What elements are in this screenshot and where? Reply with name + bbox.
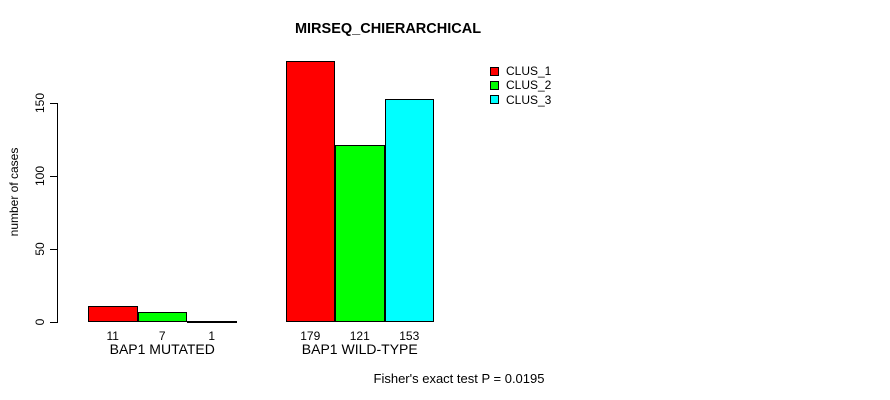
bar-value-label: 7: [158, 329, 166, 343]
bar-value-label: 121: [349, 329, 370, 343]
y-tick: [50, 176, 57, 177]
x-category-label: BAP1 WILD-TYPE: [301, 341, 418, 357]
y-axis-title: number of cases: [7, 147, 21, 237]
annotation-text: Fisher's exact test P = 0.0195: [373, 371, 545, 386]
x-category-label: BAP1 MUTATED: [109, 341, 215, 357]
legend-item-clus_2: CLUS_2: [490, 78, 551, 92]
bar-clus_1-1: [88, 305, 138, 322]
legend-label: CLUS_2: [506, 78, 552, 93]
legend: CLUS_1 CLUS_2 CLUS_3: [490, 64, 551, 107]
y-tick: [50, 322, 57, 323]
chart-title: MIRSEQ_CHIERARCHICAL: [294, 21, 482, 37]
y-tick: [50, 103, 57, 104]
bar-value-label: 179: [300, 329, 321, 343]
legend-swatch-icon: [490, 95, 499, 105]
bar-clus_3-1: [187, 320, 237, 323]
legend-item-clus_1: CLUS_1: [490, 64, 551, 78]
y-axis-line: [57, 103, 58, 323]
bar-value-label: 1: [208, 329, 216, 343]
legend-swatch-icon: [490, 66, 499, 76]
bar-value-label: 11: [106, 329, 119, 343]
legend-swatch-icon: [490, 80, 499, 90]
bar-clus_2-1: [137, 311, 187, 322]
y-tick: [50, 249, 57, 250]
bar-clus_1-2: [285, 60, 335, 322]
y-tick-label: 0: [33, 318, 47, 326]
y-tick-label: 100: [33, 165, 47, 187]
bar-clus_3-2: [384, 98, 434, 322]
y-tick-label: 50: [33, 242, 47, 256]
legend-item-clus_3: CLUS_3: [490, 93, 551, 107]
bar-value-label: 153: [399, 329, 420, 343]
y-tick-label: 150: [33, 92, 47, 114]
legend-label: CLUS_3: [506, 92, 552, 107]
bar-clus_2-2: [335, 145, 385, 322]
legend-label: CLUS_1: [506, 64, 552, 79]
